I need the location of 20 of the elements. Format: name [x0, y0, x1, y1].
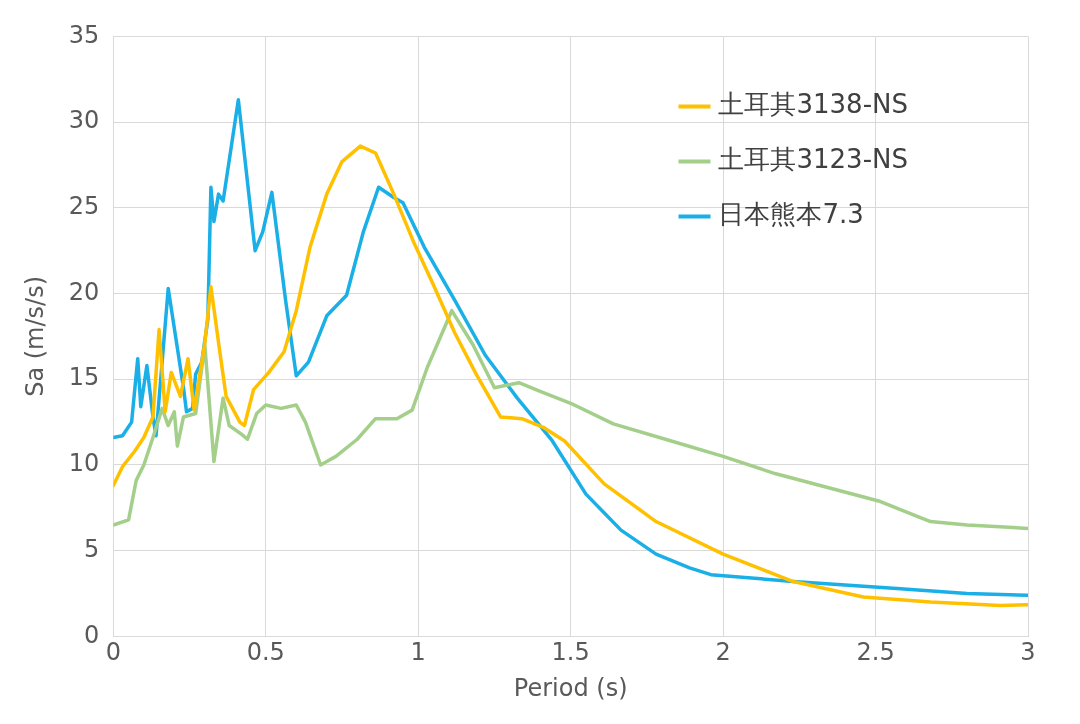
y-tick-label: 20	[68, 277, 100, 306]
x-tick-label: 3	[1020, 638, 1036, 667]
x-tick-label: 2.5	[856, 638, 895, 667]
legend-label: 土耳其3138-NS	[718, 89, 909, 120]
y-tick-label: 25	[68, 192, 100, 221]
x-tick-label: 0	[105, 638, 121, 667]
y-axis-title: Sa (m/s/s)	[20, 275, 49, 397]
legend-label: 土耳其3123-NS	[718, 144, 909, 175]
y-tick-label: 35	[68, 20, 100, 49]
x-tick-label: 2	[715, 638, 731, 667]
y-tick-label: 10	[68, 449, 100, 478]
y-tick-label: 15	[68, 363, 100, 392]
x-tick-label: 1	[410, 638, 426, 667]
x-axis-title: Period (s)	[513, 673, 628, 702]
legend-label: 日本熊本7.3	[718, 199, 864, 230]
x-tick-label: 1.5	[551, 638, 590, 667]
y-tick-label: 5	[84, 534, 100, 563]
y-tick-label: 0	[84, 620, 100, 649]
x-tick-label: 0.5	[246, 638, 285, 667]
y-tick-label: 30	[68, 106, 100, 135]
